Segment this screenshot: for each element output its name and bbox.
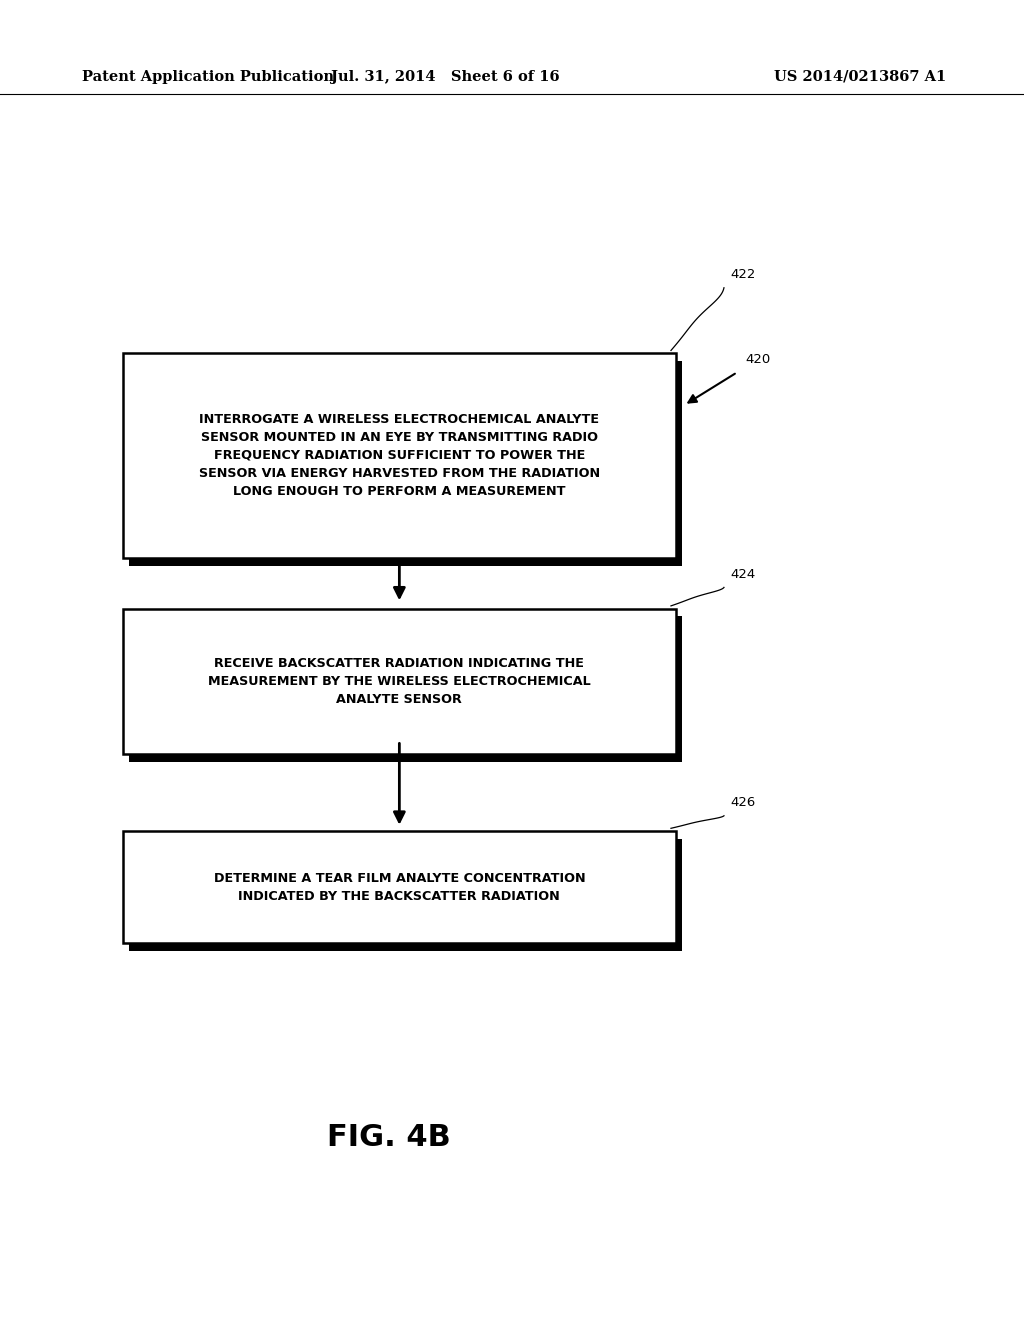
Bar	[129, 616, 682, 762]
Text: US 2014/0213867 A1: US 2014/0213867 A1	[774, 70, 946, 83]
Text: 424: 424	[730, 568, 756, 581]
Text: Patent Application Publication: Patent Application Publication	[82, 70, 334, 83]
Bar	[123, 609, 676, 754]
Text: INTERROGATE A WIRELESS ELECTROCHEMICAL ANALYTE
SENSOR MOUNTED IN AN EYE BY TRANS: INTERROGATE A WIRELESS ELECTROCHEMICAL A…	[199, 413, 600, 498]
Text: 422: 422	[730, 268, 756, 281]
Bar	[123, 352, 676, 557]
Bar	[123, 832, 676, 942]
Text: 420: 420	[745, 352, 771, 366]
Text: FIG. 4B: FIG. 4B	[328, 1123, 451, 1152]
Text: 426: 426	[730, 796, 756, 809]
Text: DETERMINE A TEAR FILM ANALYTE CONCENTRATION
INDICATED BY THE BACKSCATTER RADIATI: DETERMINE A TEAR FILM ANALYTE CONCENTRAT…	[214, 871, 585, 903]
Bar	[129, 360, 682, 565]
Bar	[129, 840, 682, 950]
Text: Jul. 31, 2014   Sheet 6 of 16: Jul. 31, 2014 Sheet 6 of 16	[331, 70, 560, 83]
Text: RECEIVE BACKSCATTER RADIATION INDICATING THE
MEASUREMENT BY THE WIRELESS ELECTRO: RECEIVE BACKSCATTER RADIATION INDICATING…	[208, 656, 591, 706]
